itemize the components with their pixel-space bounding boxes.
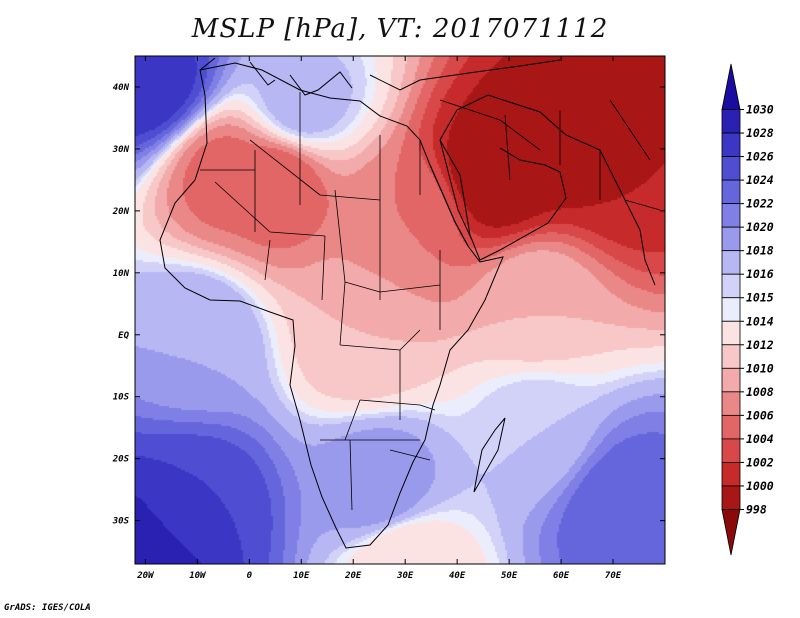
country-borders-layer: [200, 92, 661, 511]
map-border: [134, 55, 666, 565]
colorbar-segment: [721, 462, 741, 487]
colorbar-segment: [721, 109, 741, 134]
colorbar-label: 1024: [746, 173, 774, 187]
colorbar-segment: [721, 156, 741, 181]
colorbar-label: 1018: [746, 244, 774, 258]
europe-coastline: [199, 57, 561, 96]
colorbar-segment: [721, 203, 741, 228]
colorbar-label: 1028: [746, 126, 774, 140]
axis-ticks: [135, 56, 665, 564]
pressure-field: [135, 56, 665, 564]
colorbar-segment: [721, 367, 741, 393]
colorbar-segment: [721, 273, 741, 299]
central-africa-borders: [264, 235, 441, 511]
red-sea-coastline: [429, 139, 473, 247]
lat-label: EQ: [118, 331, 129, 341]
map-figure: 40N 30N 20N 10N EQ 10S 20S 30S 20W 10W 0 10E 20E 30E…: [112, 55, 774, 581]
colorbar-segment: [721, 485, 741, 510]
colorbar-label: 1026: [746, 150, 774, 164]
lon-label: 30E: [396, 571, 414, 581]
colorbar-segment: [721, 297, 741, 322]
lat-label: 30N: [112, 145, 130, 155]
colorbar-label: 1008: [746, 385, 774, 399]
lat-label: 20N: [112, 207, 130, 217]
middle-east-borders: [439, 99, 661, 211]
colorbar-segment: [721, 320, 741, 346]
colorbar-segment: [721, 250, 741, 275]
lon-label: 10W: [189, 571, 207, 581]
lon-label: 70E: [605, 571, 622, 581]
colorbar-segment: [721, 132, 741, 157]
colorbar-label: 1006: [746, 408, 774, 422]
colorbar-top-triangle: [721, 63, 741, 110]
colorbar-label: 1004: [746, 432, 774, 446]
colorbar-segment: [721, 391, 741, 416]
lat-label: 30S: [112, 517, 130, 527]
longitude-axis-labels: 20W 10W 0 10E 20E 30E 40E 50E 60E 70E: [136, 571, 621, 581]
map-frame: [134, 55, 666, 565]
credit-text: GrADS: IGES/COLA: [4, 603, 91, 613]
arabia-coastline: [439, 94, 656, 286]
latitude-axis-labels: 40N 30N 20N 10N EQ 10S 20S 30S: [112, 83, 130, 527]
colorbar-label: 1014: [746, 314, 774, 328]
colorbar-label: 1020: [746, 220, 774, 234]
lat-label: 20S: [112, 455, 130, 465]
figure-canvas: 40N 30N 20N 10N EQ 10S 20S 30S 20W 10W 0 10E 20E 30E…: [112, 55, 774, 581]
lat-label: 10N: [113, 269, 130, 279]
colorbar-segment: [721, 226, 741, 252]
colorbar-bottom-triangle: [721, 509, 741, 556]
lat-label: 10S: [113, 393, 130, 403]
colorbar-label: 1030: [746, 103, 774, 117]
lon-label: 10E: [293, 571, 310, 581]
lat-label: 40N: [113, 83, 130, 93]
lon-label: 40E: [449, 571, 466, 581]
colorbar-label: 1016: [746, 267, 774, 281]
north-africa-borders: [200, 92, 421, 300]
colorbar-segment: [721, 344, 741, 369]
colorbar: 1030 1028 1026 1024 1022 1020 1018 1016 1015 1014…: [721, 63, 774, 556]
colorbar-segment: [721, 414, 741, 440]
lon-label: 50E: [501, 571, 518, 581]
colorbar-label: 1015: [746, 291, 774, 305]
colorbar-label: 1000: [746, 479, 774, 493]
lon-label: 20E: [344, 571, 362, 581]
lon-label: 60E: [553, 571, 570, 581]
madagascar-coastline: [473, 417, 506, 493]
africa-coastline: [159, 62, 504, 549]
colorbar-label: 1022: [746, 197, 774, 211]
colorbar-label: 998: [746, 502, 767, 516]
coastlines-layer: [159, 57, 656, 549]
colorbar-label: 1012: [746, 338, 774, 352]
map-title: MSLP [hPa], VT: 2017071112: [191, 14, 609, 44]
colorbar-label: 1010: [746, 361, 774, 375]
colorbar-segment: [721, 438, 741, 463]
colorbar-segment: [721, 179, 741, 205]
colorbar-label: 1002: [746, 455, 774, 469]
lon-label: 20W: [136, 571, 155, 581]
lon-label: 0: [247, 571, 253, 581]
